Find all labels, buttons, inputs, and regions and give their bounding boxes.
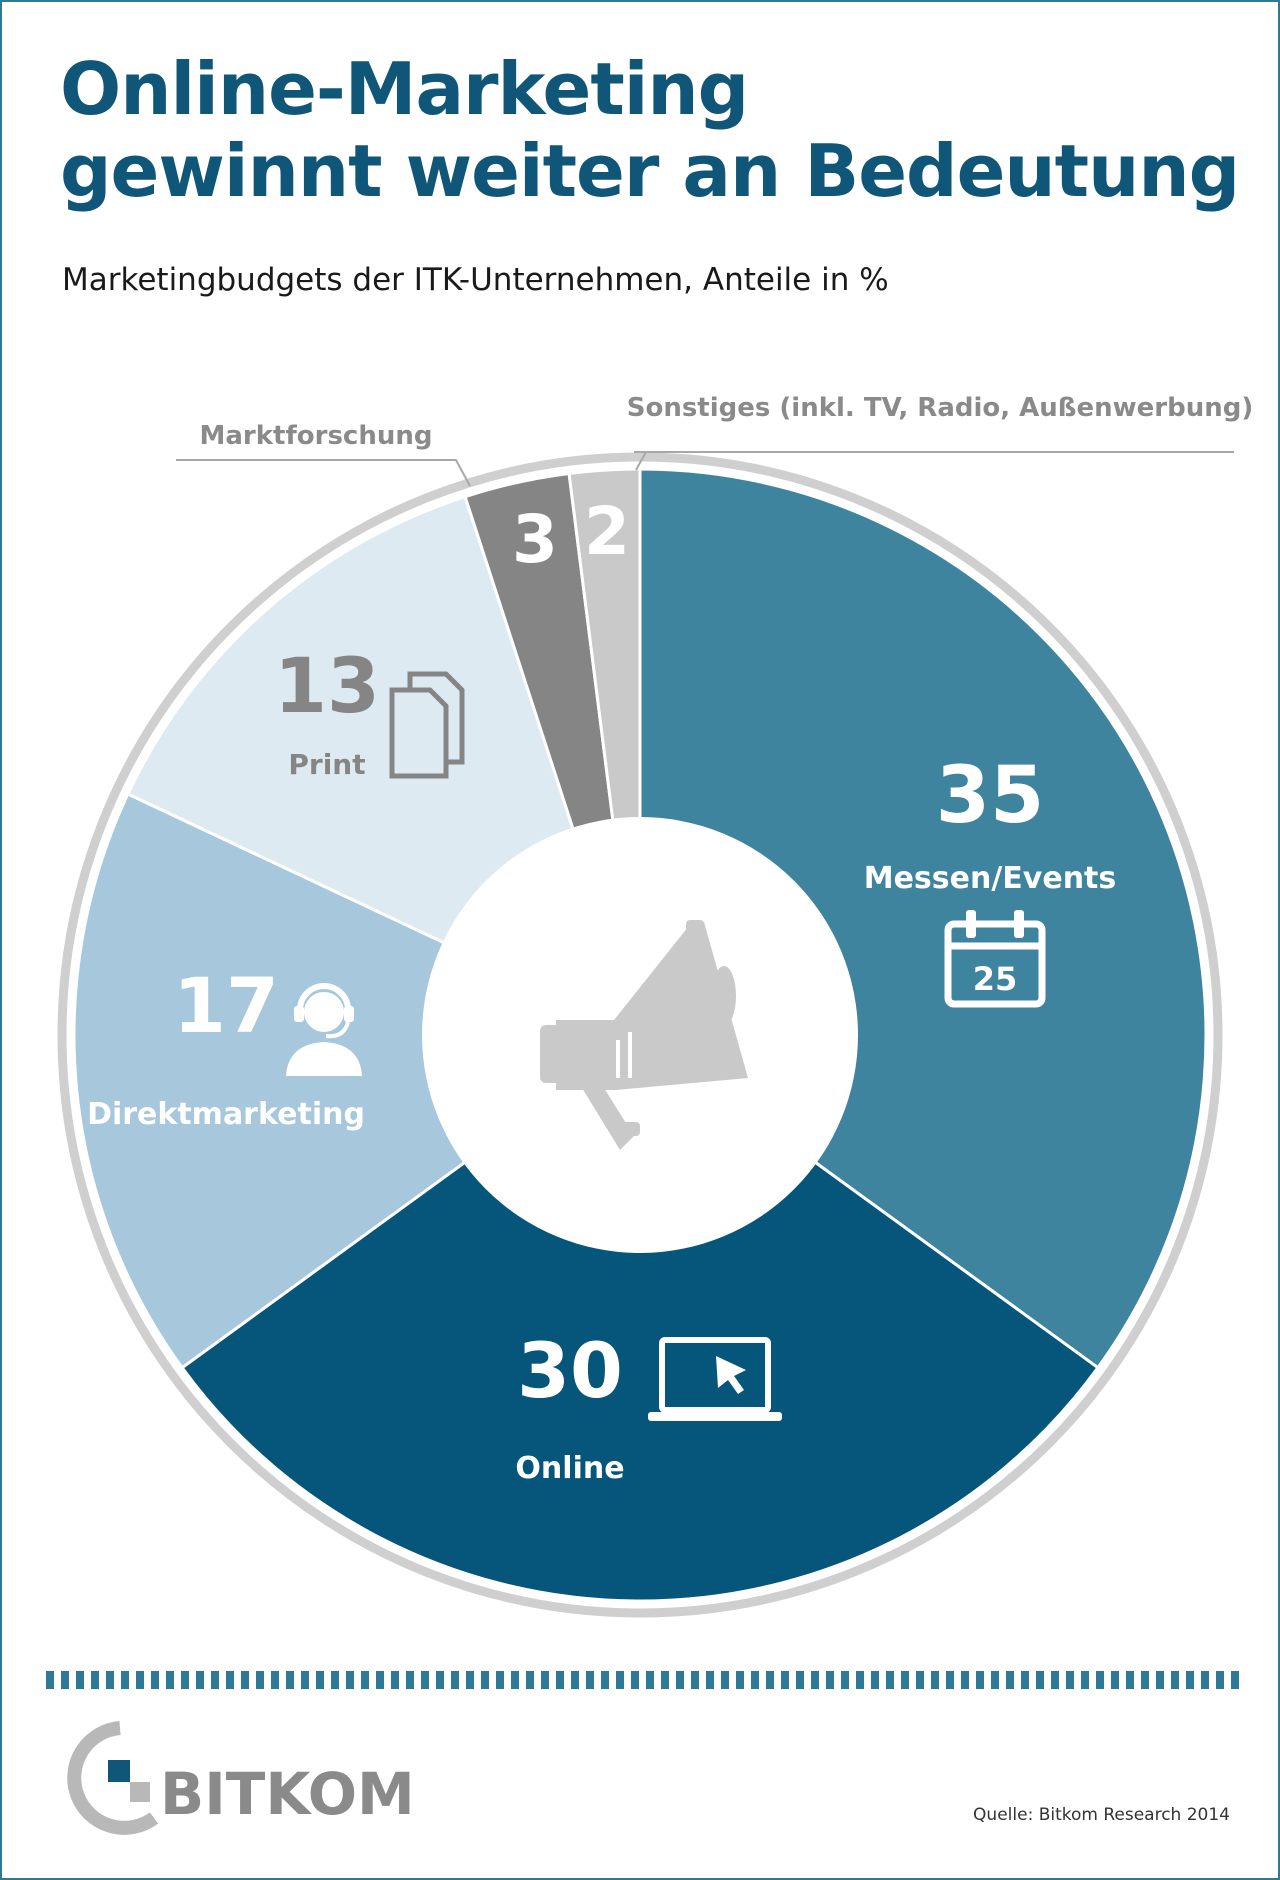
logo-square (108, 1760, 130, 1782)
logo-text: BITKOM (160, 1760, 415, 1828)
slice-messen (638, 467, 1208, 1370)
value-label-marktforschung: 3 (512, 501, 558, 578)
value-label-online: 30 (517, 1326, 623, 1415)
source-note: Quelle: Bitkom Research 2014 (973, 1805, 1230, 1825)
headset-agent-icon (286, 983, 362, 1076)
value-label-messen: 35 (936, 751, 1045, 841)
leader-line-marktforschung (176, 459, 471, 487)
chart-subtitle: Marketingbudgets der ITK-Unternehmen, An… (62, 262, 889, 298)
slice-online (180, 1033, 1100, 1603)
calendar-icon: 25 (944, 910, 1046, 1008)
laptop-cursor-icon (648, 1337, 782, 1421)
megaphone-icon (540, 920, 748, 1150)
page-title: Online-Marketing gewinnt weiter an Bedeu… (60, 48, 1240, 212)
documents-icon (389, 671, 465, 779)
calendar-day-number: 25 (973, 960, 1018, 998)
outer-ring (57, 452, 1223, 1618)
value-label-print: 13 (274, 641, 380, 730)
title-line-1: Online-Marketing (60, 47, 749, 131)
donut-chart: 35 Messen/Events 25 30 Online 17 Direktm… (57, 393, 1254, 1618)
dotted-divider (46, 1671, 1246, 1689)
category-label-sonstiges: Sonstiges (inkl. TV, Radio, Außenwerbung… (627, 393, 1254, 423)
title-line-2: gewinnt weiter an Bedeutung (60, 129, 1240, 213)
category-label-online: Online (515, 1451, 624, 1486)
bitkom-logo: BITKOM (67, 1721, 415, 1835)
logo-square-2 (130, 1782, 150, 1802)
slice-direktmarketing (72, 792, 643, 1370)
category-label-messen: Messen/Events (864, 861, 1117, 896)
value-label-direktmarketing: 17 (173, 961, 279, 1050)
category-label-marktforschung: Marktforschung (200, 421, 433, 451)
category-label-print: Print (288, 748, 365, 781)
leader-line-sonstiges (634, 451, 1234, 471)
value-label-sonstiges: 2 (584, 493, 630, 570)
category-label-direktmarketing: Direktmarketing (87, 1097, 365, 1132)
logo-arc (67, 1721, 159, 1835)
